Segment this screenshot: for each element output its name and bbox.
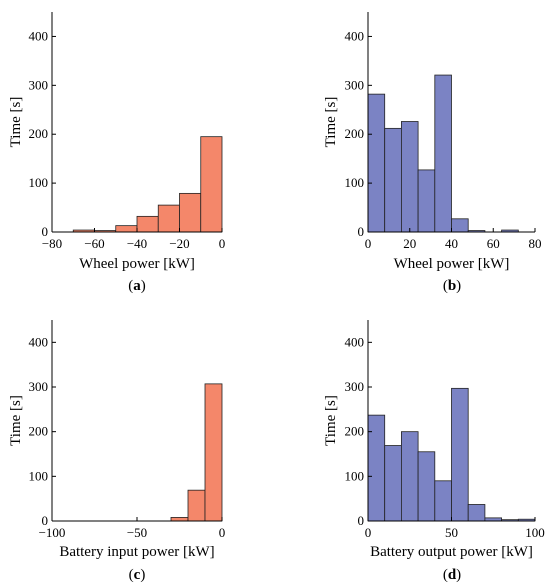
chart-panel-4: 0 100 200 300 400 0 50 100 Battery output power …: [323, 320, 545, 583]
chart-panel-2: 0 100 200 300 400 0 20 40 60 80 Wheel power [kW] Ti…: [323, 12, 542, 294]
x-tick-label: −60: [84, 236, 104, 251]
y-tick-label: 400: [345, 334, 365, 349]
x-tick-label: −40: [127, 236, 147, 251]
chart-panel-1: 0 100 200 300 400 −80 −60 −40 −20 0 Wheel power [k…: [8, 12, 225, 294]
histogram-bar: [434, 480, 452, 522]
y-tick-label: 200: [345, 126, 365, 141]
y-tick-label: 0: [42, 513, 49, 528]
x-tick-label: 100: [525, 525, 545, 540]
histogram-bar: [204, 383, 223, 522]
x-tick-label: −80: [42, 236, 62, 251]
y-axis-label: Time [s]: [8, 395, 24, 446]
histogram-bar: [187, 489, 206, 522]
histogram-bar: [400, 121, 419, 233]
x-axis-label: Battery output power [kW]: [370, 544, 533, 560]
histogram-bar: [384, 445, 402, 522]
x-tick-label: 40: [445, 236, 458, 251]
y-tick-label: 300: [29, 379, 49, 394]
y-tick-label: 0: [42, 224, 49, 239]
histogram-bar: [451, 218, 469, 233]
x-axis-label: Wheel power [kW]: [394, 256, 510, 272]
x-axis-label: Wheel power [kW]: [79, 256, 195, 272]
y-tick-label: 300: [345, 379, 365, 394]
y-tick-label: 400: [29, 334, 49, 349]
x-tick-label: −100: [39, 525, 66, 540]
panel-label: (d): [443, 567, 461, 583]
histogram-bar: [367, 414, 386, 522]
histogram-bar: [179, 192, 202, 233]
chart-panel-3: 0 100 200 300 400 −100 −50 0 Battery input power…: [8, 320, 225, 583]
x-tick-label: 20: [403, 236, 416, 251]
y-tick-label: 300: [29, 77, 49, 92]
histogram-bar: [170, 517, 189, 522]
y-tick-label: 300: [345, 77, 365, 92]
y-tick-label: 400: [345, 28, 365, 43]
x-tick-label: 0: [365, 236, 372, 251]
histogram-bar: [417, 451, 436, 522]
y-tick-label: 200: [345, 424, 365, 439]
histogram-bar: [367, 93, 386, 233]
histogram-bar: [157, 204, 180, 233]
y-axis-label: Time [s]: [8, 97, 24, 148]
x-tick-label: 0: [219, 525, 226, 540]
histogram-bar: [434, 74, 452, 233]
y-axis-label: Time [s]: [323, 395, 339, 446]
y-tick-label: 0: [358, 224, 365, 239]
panel-label: (b): [443, 278, 461, 294]
histogram-bar: [136, 215, 159, 233]
histogram-bar: [115, 225, 138, 233]
y-tick-label: 100: [29, 175, 49, 190]
x-tick-label: 60: [487, 236, 500, 251]
histogram-bar: [417, 169, 436, 233]
y-tick-label: 100: [345, 468, 365, 483]
y-tick-label: 200: [29, 424, 49, 439]
x-tick-label: 0: [365, 525, 372, 540]
y-axis-label: Time [s]: [323, 97, 339, 148]
x-tick-label: −20: [169, 236, 189, 251]
y-tick-label: 100: [345, 175, 365, 190]
histogram-bar: [451, 387, 469, 522]
histogram-bar: [400, 431, 419, 522]
y-tick-label: 0: [358, 513, 365, 528]
panel-label: (a): [128, 278, 146, 294]
histogram-bar: [384, 127, 402, 233]
x-axis-label: Battery input power [kW]: [59, 544, 214, 560]
histogram-bar: [200, 136, 223, 233]
y-tick-label: 100: [29, 468, 49, 483]
panel-label: (c): [129, 567, 146, 583]
y-tick-label: 400: [29, 28, 49, 43]
y-tick-label: 200: [29, 126, 49, 141]
x-tick-label: −50: [127, 525, 147, 540]
histogram-bar: [467, 504, 486, 522]
x-tick-label: 0: [219, 236, 226, 251]
x-tick-label: 50: [445, 525, 458, 540]
x-tick-label: 80: [529, 236, 542, 251]
